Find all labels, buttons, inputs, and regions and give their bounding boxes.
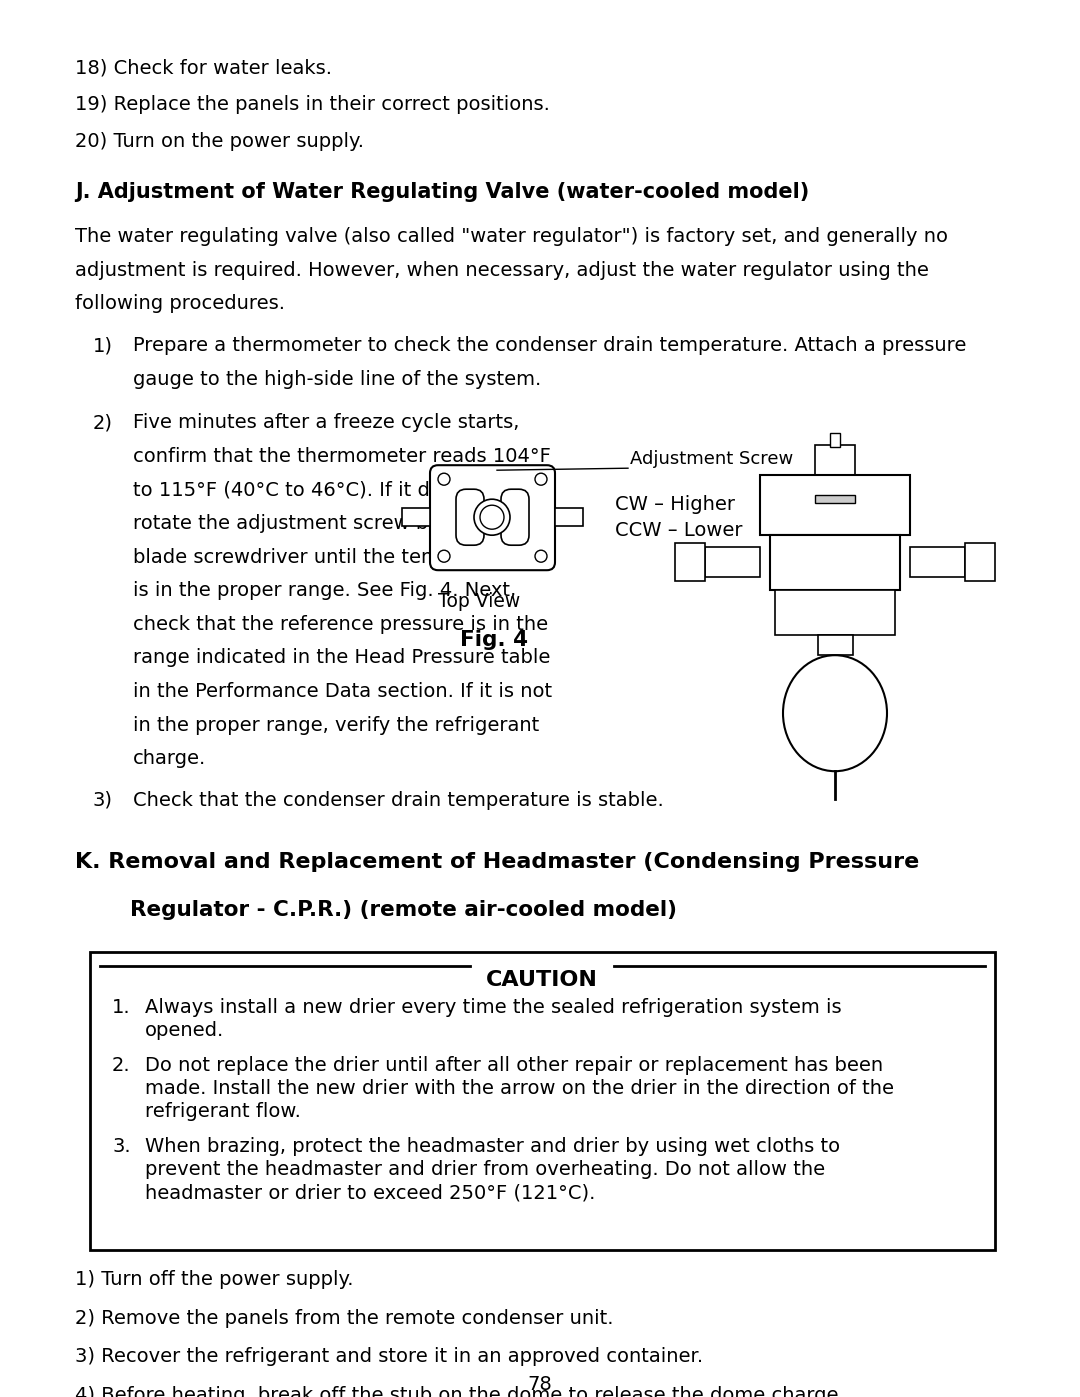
- Text: Top View: Top View: [438, 592, 521, 612]
- Text: 1): 1): [93, 337, 113, 355]
- Bar: [910, 548, 966, 577]
- Text: 4) Before heating, break off the stub on the dome to release the dome charge.: 4) Before heating, break off the stub on…: [75, 1386, 845, 1397]
- Text: When brazing, protect the headmaster and drier by using wet cloths to: When brazing, protect the headmaster and…: [145, 1137, 840, 1157]
- Text: Five minutes after a freeze cycle starts,: Five minutes after a freeze cycle starts…: [133, 414, 519, 432]
- Text: 20) Turn on the power supply.: 20) Turn on the power supply.: [75, 133, 364, 151]
- Circle shape: [438, 474, 450, 485]
- Bar: [705, 548, 760, 577]
- Text: to 115°F (40°C to 46°C). If it does not,: to 115°F (40°C to 46°C). If it does not,: [133, 481, 509, 499]
- Ellipse shape: [783, 655, 887, 771]
- Text: is in the proper range. See Fig. 4. Next,: is in the proper range. See Fig. 4. Next…: [133, 581, 516, 601]
- FancyBboxPatch shape: [430, 465, 555, 570]
- Circle shape: [535, 474, 546, 485]
- Text: gauge to the high-side line of the system.: gauge to the high-side line of the syste…: [133, 370, 541, 388]
- Text: in the proper range, verify the refrigerant: in the proper range, verify the refriger…: [133, 715, 539, 735]
- Text: Prepare a thermometer to check the condenser drain temperature. Attach a pressur: Prepare a thermometer to check the conde…: [133, 337, 967, 355]
- Bar: [966, 543, 995, 581]
- FancyBboxPatch shape: [501, 489, 529, 545]
- Text: CAUTION: CAUTION: [486, 971, 598, 990]
- Bar: [775, 590, 895, 636]
- Text: following procedures.: following procedures.: [75, 295, 285, 313]
- Text: Do not replace the drier until after all other repair or replacement has been: Do not replace the drier until after all…: [145, 1056, 883, 1076]
- Text: 2) Remove the panels from the remote condenser unit.: 2) Remove the panels from the remote con…: [75, 1309, 613, 1327]
- Text: opened.: opened.: [145, 1021, 225, 1041]
- Text: prevent the headmaster and drier from overheating. Do not allow the: prevent the headmaster and drier from ov…: [145, 1161, 825, 1179]
- Text: 78: 78: [528, 1375, 552, 1394]
- Text: 18) Check for water leaks.: 18) Check for water leaks.: [75, 59, 332, 77]
- Text: confirm that the thermometer reads 104°F: confirm that the thermometer reads 104°F: [133, 447, 551, 465]
- Bar: [831, 433, 840, 447]
- Text: CCW – Lower: CCW – Lower: [615, 521, 743, 541]
- Text: blade screwdriver until the temperature: blade screwdriver until the temperature: [133, 548, 524, 567]
- Bar: [818, 636, 853, 655]
- Text: The water regulating valve (also called "water regulator") is factory set, and g: The water regulating valve (also called …: [75, 228, 948, 246]
- Text: made. Install the new drier with the arrow on the drier in the direction of the: made. Install the new drier with the arr…: [145, 1080, 894, 1098]
- Text: adjustment is required. However, when necessary, adjust the water regulator usin: adjustment is required. However, when ne…: [75, 261, 929, 279]
- Text: rotate the adjustment screw by using a flat: rotate the adjustment screw by using a f…: [133, 514, 555, 534]
- Text: Fig. 4: Fig. 4: [460, 630, 528, 650]
- Circle shape: [438, 550, 450, 562]
- Text: J. Adjustment of Water Regulating Valve (water-cooled model): J. Adjustment of Water Regulating Valve …: [75, 182, 809, 201]
- Bar: [555, 509, 583, 527]
- Text: in the Performance Data section. If it is not: in the Performance Data section. If it i…: [133, 682, 552, 701]
- Text: CW – Higher: CW – Higher: [615, 495, 735, 514]
- Text: 2): 2): [93, 414, 113, 432]
- Text: Check that the condenser drain temperature is stable.: Check that the condenser drain temperatu…: [133, 791, 664, 810]
- Text: 3) Recover the refrigerant and store it in an approved container.: 3) Recover the refrigerant and store it …: [75, 1347, 703, 1366]
- Text: charge.: charge.: [133, 749, 206, 768]
- Circle shape: [474, 499, 510, 535]
- Text: headmaster or drier to exceed 250°F (121°C).: headmaster or drier to exceed 250°F (121…: [145, 1183, 595, 1203]
- Text: 3): 3): [93, 791, 113, 810]
- Text: Adjustment Screw: Adjustment Screw: [630, 450, 793, 468]
- Bar: [770, 535, 900, 590]
- Circle shape: [535, 550, 546, 562]
- Bar: [815, 495, 855, 503]
- Text: 1) Turn off the power supply.: 1) Turn off the power supply.: [75, 1270, 353, 1289]
- Text: 2.: 2.: [112, 1056, 131, 1076]
- Bar: [815, 446, 855, 475]
- Text: range indicated in the Head Pressure table: range indicated in the Head Pressure tab…: [133, 648, 551, 668]
- Text: K. Removal and Replacement of Headmaster (Condensing Pressure: K. Removal and Replacement of Headmaster…: [75, 852, 919, 872]
- Circle shape: [480, 506, 504, 529]
- Text: 3.: 3.: [112, 1137, 131, 1157]
- Bar: [760, 475, 910, 535]
- Bar: [90, 953, 995, 1250]
- Text: Regulator - C.P.R.) (remote air-cooled model): Regulator - C.P.R.) (remote air-cooled m…: [130, 900, 677, 919]
- FancyBboxPatch shape: [456, 489, 484, 545]
- Bar: [675, 543, 705, 581]
- Text: 1.: 1.: [112, 999, 131, 1017]
- Text: Always install a new drier every time the sealed refrigeration system is: Always install a new drier every time th…: [145, 999, 841, 1017]
- Text: check that the reference pressure is in the: check that the reference pressure is in …: [133, 615, 549, 634]
- Text: refrigerant flow.: refrigerant flow.: [145, 1102, 301, 1122]
- Bar: [402, 509, 430, 527]
- Text: 19) Replace the panels in their correct positions.: 19) Replace the panels in their correct …: [75, 95, 550, 115]
